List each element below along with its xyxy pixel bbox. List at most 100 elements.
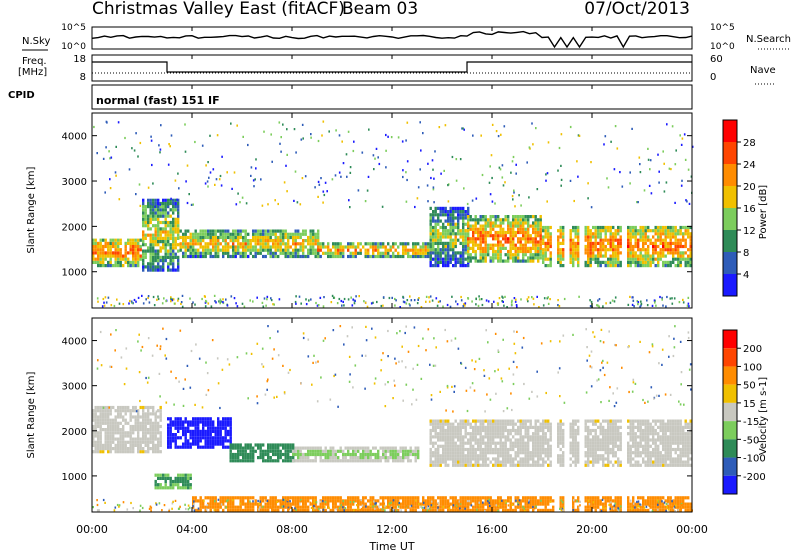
heatmap-cell bbox=[280, 453, 282, 456]
heatmap-cell bbox=[285, 165, 287, 167]
heatmap-cell bbox=[440, 210, 442, 213]
heatmap-cell bbox=[577, 451, 579, 454]
heatmap-cell bbox=[105, 251, 107, 254]
heatmap-cell bbox=[497, 256, 499, 259]
heatmap-cell bbox=[667, 226, 669, 229]
heatmap-cell bbox=[572, 448, 574, 451]
heatmap-cell bbox=[490, 228, 492, 231]
heatmap-cell bbox=[445, 420, 447, 423]
heatmap-cell bbox=[575, 457, 577, 460]
heatmap-cell bbox=[207, 185, 209, 187]
heatmap-cell bbox=[680, 232, 682, 235]
heatmap-cell bbox=[205, 242, 207, 245]
heatmap-cell bbox=[540, 225, 542, 228]
heatmap-cell bbox=[140, 422, 142, 425]
heatmap-cell bbox=[117, 444, 119, 447]
heatmap-cell bbox=[505, 464, 507, 467]
heatmap-cell bbox=[280, 239, 282, 242]
heatmap-cell bbox=[472, 250, 474, 253]
heatmap-cell bbox=[270, 249, 272, 252]
heatmap-cell bbox=[497, 234, 499, 237]
heatmap-cell bbox=[645, 232, 647, 235]
heatmap-cell bbox=[610, 232, 612, 235]
heatmap-cell bbox=[332, 242, 334, 245]
heatmap-cell bbox=[135, 258, 137, 261]
heatmap-cell bbox=[587, 448, 589, 451]
heatmap-cell bbox=[157, 215, 159, 218]
heatmap-cell bbox=[100, 239, 102, 242]
heatmap-cell bbox=[292, 459, 294, 462]
heatmap-cell bbox=[592, 451, 594, 454]
heatmap-cell bbox=[180, 446, 182, 449]
heatmap-cell bbox=[462, 210, 464, 213]
heatmap-cell bbox=[455, 442, 457, 445]
heatmap-cell bbox=[107, 261, 109, 264]
heatmap-cell bbox=[500, 234, 502, 237]
heatmap-cell bbox=[130, 419, 132, 422]
heatmap-cell bbox=[272, 447, 274, 450]
heatmap-cell bbox=[480, 435, 482, 438]
heatmap-cell bbox=[155, 199, 157, 202]
heatmap-cell bbox=[282, 252, 284, 255]
heatmap-cell bbox=[227, 255, 229, 258]
heatmap-cell bbox=[95, 447, 97, 450]
heatmap-cell bbox=[660, 442, 662, 445]
heatmap-cell bbox=[535, 451, 537, 454]
heatmap-cell bbox=[339, 134, 341, 136]
heatmap-cell bbox=[150, 441, 152, 444]
heatmap-cell bbox=[610, 448, 612, 451]
heatmap-cell bbox=[435, 442, 437, 445]
heatmap-cell bbox=[157, 221, 159, 224]
heatmap-cell bbox=[159, 204, 161, 206]
heatmap-cell bbox=[155, 208, 157, 211]
heatmap-cell bbox=[117, 422, 119, 425]
heatmap-cell bbox=[100, 242, 102, 245]
heatmap-cell bbox=[542, 438, 544, 441]
heatmap-cell bbox=[100, 431, 102, 434]
heatmap-cell bbox=[355, 255, 357, 258]
heatmap-cell bbox=[527, 464, 529, 467]
heatmap-cell bbox=[406, 201, 408, 203]
heatmap-cell bbox=[325, 182, 327, 184]
heatmap-cell bbox=[115, 438, 117, 441]
heatmap-cell bbox=[515, 218, 517, 221]
heatmap-cell bbox=[610, 261, 612, 264]
heatmap-cell bbox=[590, 429, 592, 432]
heatmap-cell bbox=[165, 218, 167, 221]
heatmap-cell bbox=[515, 464, 517, 467]
heatmap-cell bbox=[480, 253, 482, 256]
heatmap-cell bbox=[387, 459, 389, 462]
heatmap-cell bbox=[177, 436, 179, 439]
heatmap-cell bbox=[172, 243, 174, 246]
heatmap-cell bbox=[612, 300, 614, 302]
heatmap-cell bbox=[670, 435, 672, 438]
heatmap-cell bbox=[225, 242, 227, 245]
heatmap-cell bbox=[292, 249, 294, 252]
heatmap-cell bbox=[180, 436, 182, 439]
heatmap-cell bbox=[127, 409, 129, 412]
heatmap-cell bbox=[267, 242, 269, 245]
heatmap-cell bbox=[245, 239, 247, 242]
heatmap-cell bbox=[150, 202, 152, 205]
heatmap-cell bbox=[167, 240, 169, 243]
heatmap-cell bbox=[680, 251, 682, 254]
heatmap-cell bbox=[152, 256, 154, 259]
heatmap-cell bbox=[435, 210, 437, 213]
heatmap-cell bbox=[477, 231, 479, 234]
heatmap-cell bbox=[535, 420, 537, 423]
heatmap-cell bbox=[657, 464, 659, 467]
heatmap-cell bbox=[587, 235, 589, 238]
heatmap-cell bbox=[670, 438, 672, 441]
heatmap-cell bbox=[170, 443, 172, 446]
heatmap-cell bbox=[600, 229, 602, 232]
heatmap-cell bbox=[350, 453, 352, 456]
heatmap-cell bbox=[295, 171, 297, 173]
heatmap-cell bbox=[520, 228, 522, 231]
heatmap-cell bbox=[572, 429, 574, 432]
heatmap-cell bbox=[672, 248, 674, 251]
heatmap-cell bbox=[385, 249, 387, 252]
heatmap-cell bbox=[440, 457, 442, 460]
heatmap-cell bbox=[547, 445, 549, 448]
heatmap-cell bbox=[585, 245, 587, 248]
